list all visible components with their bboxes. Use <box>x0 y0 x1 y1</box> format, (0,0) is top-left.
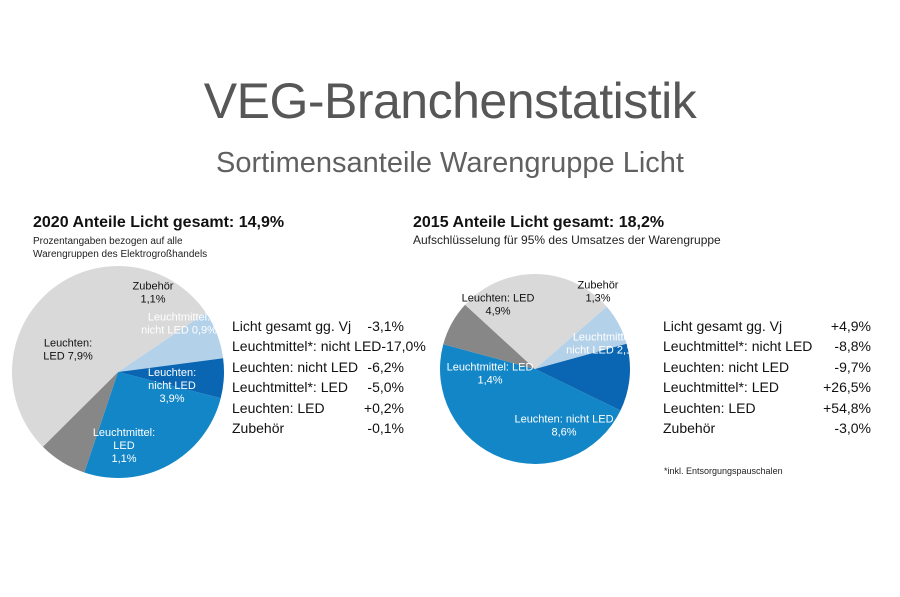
change-row: Zubehör -0,1% <box>232 418 404 438</box>
change-row: Licht gesamt gg. Vj -3,1% <box>232 316 404 336</box>
pie-1-label-leuchten_nicht_led: Leuchten: nicht LED 8,6% <box>514 414 613 439</box>
chart-2020-note-line-1: Prozentangaben bezogen auf alle <box>33 236 183 247</box>
change-value: +54,8% <box>823 399 871 416</box>
change-row: Leuchtmittel*: LED +26,5% <box>663 377 871 397</box>
page-title: VEG-Branchenstatistik <box>203 73 697 129</box>
chart-2015-title: 2015 Anteile Licht gesamt: 18,2% <box>413 214 665 231</box>
pie-0-slice-leuchten_led <box>12 266 206 447</box>
change-value: +4,9% <box>830 318 871 334</box>
pie-1-label-leuchten_led: Leuchten: LED 4,9% <box>462 293 535 318</box>
change-row: Leuchten: LED +0,2% <box>232 398 404 418</box>
pie-1-label-zubehoer: Zubehör 1,3% <box>578 280 619 305</box>
pie-1-label-leuchtmittel_led: Leuchtmittel: LED 1,4% <box>447 362 534 387</box>
change-row: Leuchten: nicht LED -6,2% <box>232 357 404 377</box>
changes-table-2015: Licht gesamt gg. Vj +4,9% Leuchtmittel*: n… <box>663 316 871 438</box>
change-value: +26,5% <box>823 379 871 396</box>
pie-0-label-leuchten_led: Leuchten: LED 7,9% <box>43 338 93 363</box>
pie-1-slice-leuchtmittel_led <box>443 304 535 369</box>
change-label: Leuchten: nicht LED <box>232 358 359 375</box>
change-value: -3,0% <box>834 420 871 437</box>
change-label: Leuchten: LED <box>663 399 756 416</box>
change-value: -8,8% <box>834 338 871 355</box>
change-row: Leuchtmittel*: nicht LED -8,8% <box>663 336 871 356</box>
change-value: -5,0% <box>367 379 404 396</box>
pie-0-slice-leuchten_nicht_led <box>84 372 221 478</box>
changes-table-2020: Licht gesamt gg. Vj -3,1% Leuchtmittel*: n… <box>232 316 426 438</box>
change-label: Licht gesamt gg. Vj <box>232 318 352 334</box>
change-label: Leuchtmittel*: LED <box>663 379 779 396</box>
change-row: Leuchten: nicht LED -9,7% <box>663 357 871 377</box>
change-value: -3,1% <box>367 318 404 334</box>
footnote: *inkl. Entsorgungspauschalen <box>664 466 783 476</box>
pie-0-label-leuchtmittel_nicht_led: Leuchtmittel: nicht LED 0,9% <box>141 312 217 337</box>
change-label: Leuchten: nicht LED <box>663 358 790 375</box>
change-row: Licht gesamt gg. Vj +4,9% <box>663 316 871 336</box>
pie-0-label-leuchten_nicht_led: Leuchten: nicht LED 3,9% <box>148 367 196 405</box>
change-row: Leuchtmittel*: LED -5,0% <box>232 377 404 397</box>
pie-0-slice-leuchtmittel_led <box>42 372 118 473</box>
chart-2015-note: Aufschlüsselung für 95% des Umsatzes der… <box>413 233 721 247</box>
pie-1-label-leuchtmittel_nicht_led: Leuchtmittel: nicht LED 2,1% <box>566 332 642 357</box>
chart-2020-title: 2020 Anteile Licht gesamt: 14,9% <box>33 214 285 231</box>
change-label: Zubehör <box>663 420 716 437</box>
change-label: Leuchtmittel*: nicht LED <box>232 338 382 355</box>
page-subtitle: Sortimensanteile Warengruppe Licht <box>215 147 684 179</box>
change-row: Leuchten: LED +54,8% <box>663 398 871 418</box>
change-value: -9,7% <box>834 358 871 375</box>
change-row: Zubehör -3,0% <box>663 418 871 438</box>
pie-0-slice-zubehoer <box>118 312 224 372</box>
change-value: -17,0% <box>381 338 426 355</box>
change-label: Licht gesamt gg. Vj <box>663 318 783 334</box>
chart-2020-note-line-2: Warengruppen des Elektrogroßhandels <box>33 249 208 260</box>
pie-0-label-leuchtmittel_led: Leuchtmittel: LED 1,1% <box>93 427 155 465</box>
change-label: Leuchtmittel*: LED <box>232 379 348 396</box>
pie-1-slice-leuchtmittel_nicht_led <box>535 343 631 411</box>
pie-0-label-zubehoer: Zubehör 1,1% <box>133 281 174 306</box>
change-value: -0,1% <box>367 420 404 437</box>
pie-1-slice-leuchten_nicht_led <box>440 344 621 464</box>
pie-0-slice-leuchtmittel_nicht_led <box>118 358 224 399</box>
change-label: Zubehör <box>232 420 285 437</box>
pie-1-slice-leuchten_led <box>465 273 607 369</box>
change-row: Leuchtmittel*: nicht LED -17,0% <box>232 336 426 356</box>
pie-1-slice-zubehoer <box>535 306 627 369</box>
change-value: +0,2% <box>363 399 404 416</box>
change-label: Leuchtmittel*: nicht LED <box>663 338 813 355</box>
change-label: Leuchten: LED <box>232 399 325 416</box>
change-value: -6,2% <box>367 358 404 375</box>
